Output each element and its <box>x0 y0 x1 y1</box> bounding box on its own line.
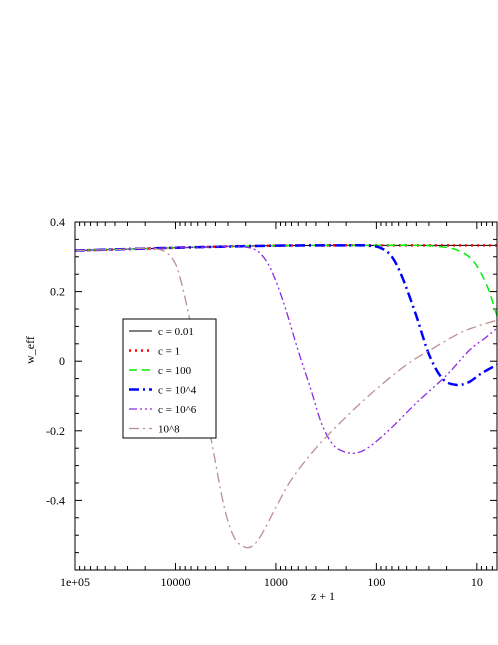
x-tick-label: 10000 <box>160 575 190 589</box>
series-line-6 <box>75 247 497 549</box>
series-line-5 <box>75 245 497 454</box>
legend-label-4: c = 10^4 <box>158 385 197 397</box>
series-group <box>75 244 497 549</box>
legend-label-1: c = 0.01 <box>158 326 194 338</box>
legend-label-6: 10^8 <box>158 424 180 436</box>
x-tick-label: 1000 <box>264 575 288 589</box>
legend-label-5: c = 10^6 <box>158 404 197 416</box>
y-tick-label: 0.4 <box>50 215 65 229</box>
y-tick-label: -0.4 <box>46 493 65 507</box>
legend: c = 0.01 c = 1 c = 100 c = 10^4 c = 10^6 10^8 <box>122 318 217 439</box>
legend-label-2: c = 1 <box>158 346 180 358</box>
y-tick-label: 0.2 <box>50 285 65 299</box>
series-line-3 <box>75 244 497 317</box>
series-line-4 <box>75 244 497 387</box>
y-tick-label: 0 <box>59 354 65 368</box>
series-line-2 <box>75 244 497 252</box>
legend-box <box>122 318 217 439</box>
plot-frame <box>74 221 498 571</box>
x-tick-label: 1e+05 <box>60 575 90 589</box>
legend-label-3: c = 100 <box>158 365 192 377</box>
x-tick-label: 10 <box>471 575 483 589</box>
axis-ticks: 1e+05 10000 1000 100 10 0.4 0.2 0 -0.2 -0.4 <box>46 215 497 589</box>
y-axis-label: w_eff <box>23 336 37 364</box>
x-axis-label: z + 1 <box>311 589 335 603</box>
y-tick-label: -0.2 <box>46 424 65 438</box>
x-tick-label: 100 <box>367 575 385 589</box>
